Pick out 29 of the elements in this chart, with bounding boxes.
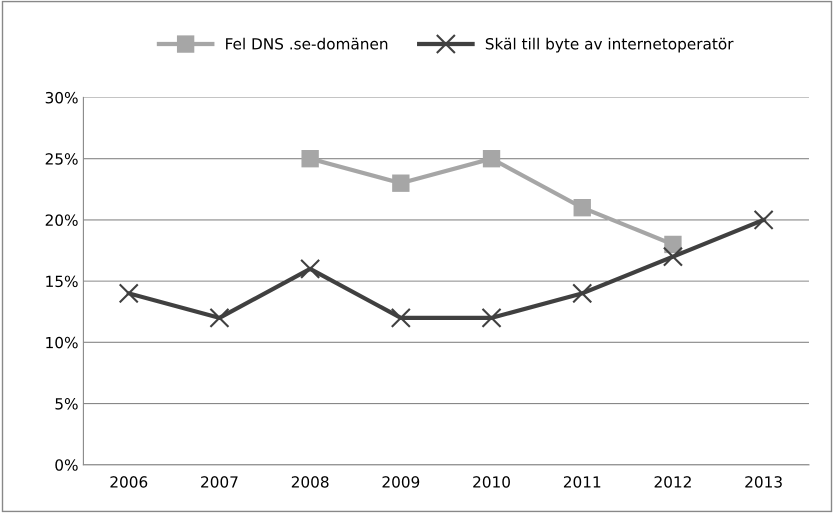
x-tick-label: 2006: [110, 476, 148, 488]
point: [662, 246, 684, 267]
x-tick-label: 2013: [745, 476, 782, 488]
y-tick-label: 20%: [46, 214, 78, 226]
point: [482, 150, 500, 168]
point: [209, 308, 230, 328]
x-tick-label: 2007: [201, 476, 238, 488]
y-tick-label: 25%: [46, 153, 78, 165]
y-tick-label: 15%: [46, 276, 78, 288]
point: [572, 283, 592, 304]
point: [390, 308, 411, 328]
x-tick-label: 2008: [292, 476, 329, 488]
legend-label: Skäl till byte av internetoperatör: [486, 38, 734, 53]
point: [574, 198, 591, 216]
y-tick-label: 0%: [55, 459, 78, 471]
y-tick-label: 10%: [46, 336, 78, 348]
x-tick-label: 2012: [654, 476, 691, 488]
point: [301, 150, 319, 168]
x-tick-label: 2010: [473, 476, 510, 488]
y-tick-label: 5%: [55, 398, 78, 410]
y-tick-label: 30%: [46, 92, 78, 104]
point: [392, 174, 410, 192]
x-tick-label: 2009: [382, 476, 420, 488]
point: [754, 210, 774, 230]
x-tick-label: 2011: [564, 476, 600, 488]
point: [118, 283, 139, 304]
point: [481, 308, 502, 328]
legend-label: Fel DNS .se-domänen: [226, 38, 388, 50]
point: [300, 258, 320, 279]
